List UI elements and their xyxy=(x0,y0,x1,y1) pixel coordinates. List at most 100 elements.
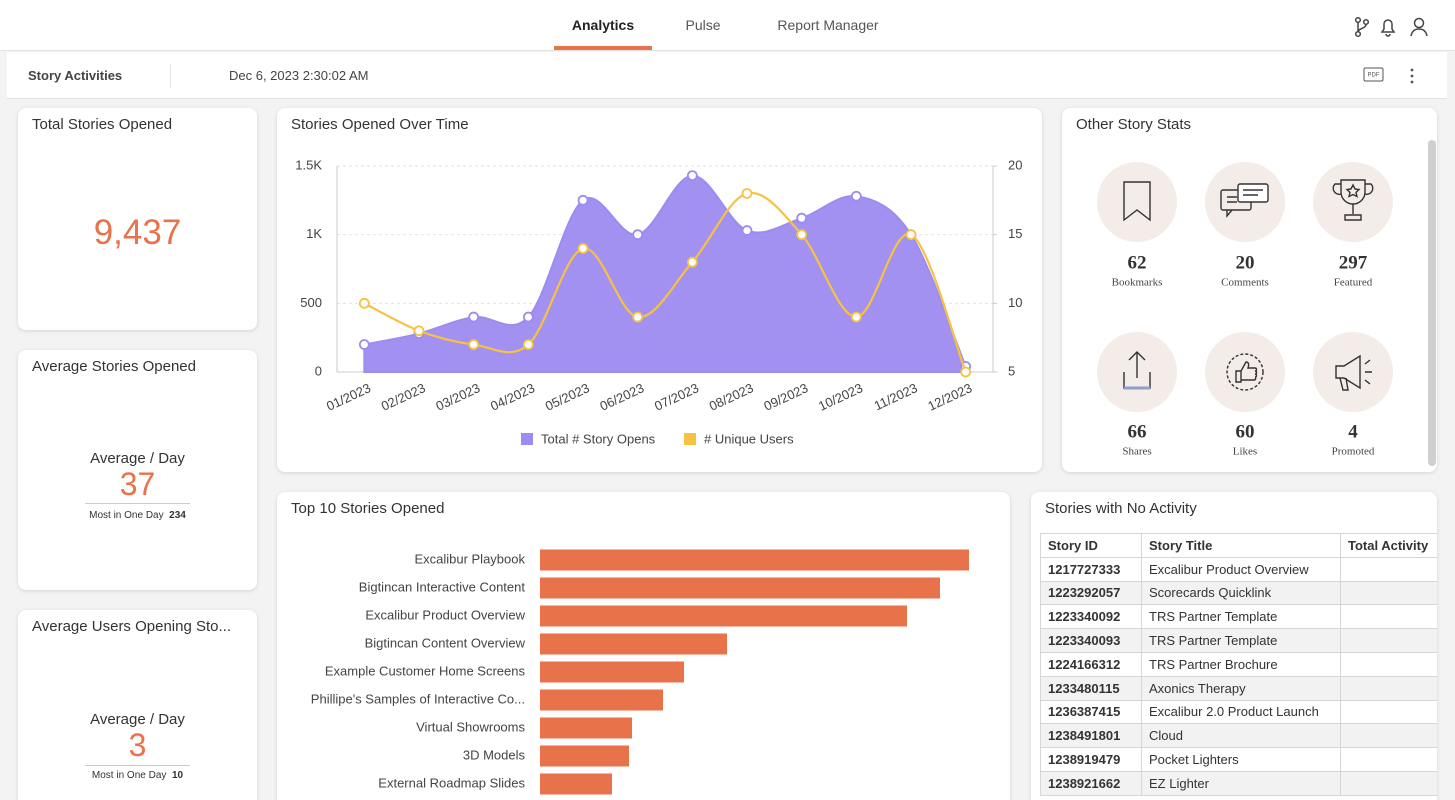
point xyxy=(905,229,917,241)
most-label: Most in One Day xyxy=(89,510,164,521)
empty-cell xyxy=(1340,628,1437,653)
card-title: Stories with No Activity xyxy=(1045,500,1197,517)
x-tick-label: 11/2023 xyxy=(872,380,920,413)
bar xyxy=(540,689,663,711)
story-title: Excalibur 2.0 Product Launch xyxy=(1141,699,1341,725)
most-row: Most in One Day 234 xyxy=(18,510,257,521)
no-activity-card: Stories with No Activity Story ID Story … xyxy=(1031,492,1437,800)
comments-icon xyxy=(1220,183,1269,218)
point xyxy=(796,229,808,241)
area xyxy=(363,174,967,373)
column-header: Story Title xyxy=(1141,533,1341,558)
bar xyxy=(540,633,727,655)
stat-label: Promoted xyxy=(1332,446,1375,458)
trophy-icon xyxy=(1332,179,1374,221)
point xyxy=(358,297,370,309)
branch-icon[interactable] xyxy=(1354,16,1370,38)
stats-card: Other Story Stats 62 Bookmarks 20 Commen… xyxy=(1062,108,1437,472)
y-tick-label: 500 xyxy=(300,295,322,310)
bar xyxy=(540,577,940,599)
y-category-label: Bigtincan Interactive Content xyxy=(359,579,526,594)
table-row[interactable]: 1223292057 Scorecards Quicklink xyxy=(1040,580,1437,606)
scrollbar[interactable] xyxy=(1428,140,1436,466)
stat-label: Comments xyxy=(1221,277,1269,289)
active-tab-indicator xyxy=(553,46,653,50)
y-category-label: Excalibur Playbook xyxy=(414,551,525,566)
point xyxy=(468,339,480,350)
bar xyxy=(540,745,629,767)
stat-value: 4 xyxy=(1348,421,1358,442)
point xyxy=(522,311,534,323)
share-icon xyxy=(1123,351,1151,390)
y-category-label: Phillipe's Samples of Interactive Co... xyxy=(311,691,525,706)
stat-label: Likes xyxy=(1233,446,1257,458)
table-row[interactable]: 1233480115 Axonics Therapy xyxy=(1040,675,1437,701)
point xyxy=(632,229,644,241)
tab[interactable]: Analytics xyxy=(571,17,635,33)
legend-swatch xyxy=(684,433,696,445)
table-row[interactable]: 1236387415 Excalibur 2.0 Product Launch xyxy=(1040,699,1437,725)
story-id: 1233480115 xyxy=(1040,675,1142,701)
more-menu[interactable] xyxy=(1407,67,1417,85)
bar xyxy=(540,661,684,683)
y-category-label: Excalibur Product Overview xyxy=(365,607,525,622)
stat-value: 66 xyxy=(1128,421,1147,442)
story-title: Scorecards Quicklink xyxy=(1141,580,1341,606)
point xyxy=(741,225,753,236)
stat-value: 20 xyxy=(1236,252,1255,273)
story-id: 1236387415 xyxy=(1040,699,1142,725)
story-title: Pocket Lighters xyxy=(1141,747,1341,772)
caption: Average / Day xyxy=(90,711,185,728)
y-tick-label: 0 xyxy=(315,363,322,378)
story-id: 1223292057 xyxy=(1040,580,1142,606)
average-opened-card: Average Stories Opened Average / Day 37 … xyxy=(18,350,257,590)
table-row[interactable]: 1238491801 Cloud xyxy=(1040,723,1437,749)
point xyxy=(686,256,698,268)
x-tick-label: 01/2023 xyxy=(324,380,373,413)
divider xyxy=(85,503,190,504)
point xyxy=(577,194,589,206)
column-header: Story ID xyxy=(1040,533,1142,558)
x-tick-label: 09/2023 xyxy=(761,380,810,413)
stats-grid: 62 Bookmarks 20 Comments 297 Featured 66… xyxy=(1097,140,1436,466)
table-row[interactable]: 1217727333 Excalibur Product Overview xyxy=(1040,556,1437,582)
timestamp: Dec 6, 2023 2:30:02 AM xyxy=(229,68,369,83)
table-row[interactable]: 1238921662 EZ Lighter xyxy=(1040,770,1437,796)
y-category-label: Virtual Showrooms xyxy=(416,719,525,734)
point xyxy=(468,311,480,323)
table-row[interactable]: 1224166312 TRS Partner Brochure xyxy=(1040,651,1437,677)
point xyxy=(358,339,370,350)
x-tick-label: 08/2023 xyxy=(707,380,756,413)
tab[interactable]: Report Manager xyxy=(777,17,879,33)
pdf-button[interactable]: PDF xyxy=(1363,67,1385,83)
legend-label: # Unique Users xyxy=(704,431,794,446)
tab[interactable]: Pulse xyxy=(685,17,721,33)
story-title: Axonics Therapy xyxy=(1141,675,1341,701)
stat-label: Bookmarks xyxy=(1112,277,1163,289)
x-tick-label: 12/2023 xyxy=(925,380,974,413)
table-row[interactable]: 1223340093 TRS Partner Template xyxy=(1040,628,1437,653)
y2-tick-label: 20 xyxy=(1008,157,1022,172)
empty-cell xyxy=(1340,580,1437,606)
legend-label: Total # Story Opens xyxy=(541,431,656,446)
table-row[interactable]: 1238919479 Pocket Lighters xyxy=(1040,747,1437,772)
stat-label: Featured xyxy=(1334,277,1373,289)
point xyxy=(741,188,753,199)
x-tick-label: 10/2023 xyxy=(816,380,865,413)
story-id: 1238921662 xyxy=(1040,770,1142,796)
most-label: Most in One Day xyxy=(91,770,167,781)
bar xyxy=(540,605,907,627)
y-category-label: External Roadmap Slides xyxy=(378,775,525,790)
like-icon xyxy=(1226,353,1264,391)
divider xyxy=(85,765,190,766)
point xyxy=(686,170,698,182)
top-bar: Analytics Pulse Report Manager xyxy=(0,0,1455,51)
point xyxy=(632,311,644,323)
card-title: Other Story Stats xyxy=(1076,116,1192,133)
bell-icon[interactable] xyxy=(1380,19,1396,37)
story-title: Cloud xyxy=(1141,723,1341,749)
total-opened-card: Total Stories Opened 9,437 xyxy=(18,108,257,330)
caption: Average / Day xyxy=(90,450,185,467)
table-row[interactable]: 1223340092 TRS Partner Template xyxy=(1040,604,1437,630)
user-icon[interactable] xyxy=(1410,17,1428,37)
